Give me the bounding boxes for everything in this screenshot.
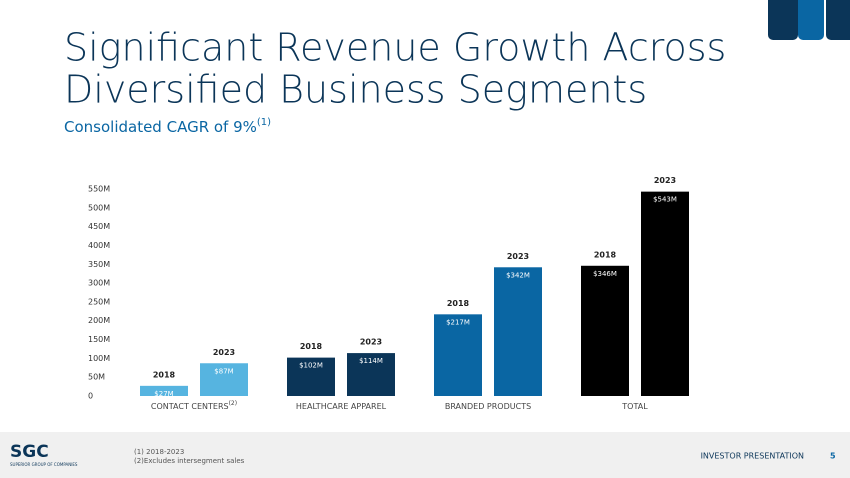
x-tick-label: CONTACT CENTERS(2) xyxy=(151,400,237,411)
x-tick-label: BRANDED PRODUCTS xyxy=(445,402,531,411)
y-tick-label: 250M xyxy=(88,297,110,306)
series-label: 2018 xyxy=(153,370,176,379)
y-tick-label: 550M xyxy=(88,185,110,194)
y-tick-label: 450M xyxy=(88,222,110,231)
category-name: BRANDED PRODUCTS xyxy=(445,402,531,411)
corner-decoration xyxy=(798,0,824,40)
bar xyxy=(494,267,542,396)
value-label: $342M xyxy=(506,271,530,279)
footnote: (2)Excludes intersegment sales xyxy=(134,457,245,465)
bar xyxy=(140,385,188,396)
value-label: $27M xyxy=(154,390,173,398)
series-label: 2023 xyxy=(213,348,235,357)
series-label: 2023 xyxy=(360,338,382,347)
x-tick-label: HEALTHCARE APPAREL xyxy=(296,402,387,411)
value-label: $346M xyxy=(593,270,617,278)
y-tick-label: 350M xyxy=(88,260,110,269)
category-name: TOTAL xyxy=(621,402,648,411)
logo: SGC xyxy=(10,442,49,462)
x-tick-label: TOTAL xyxy=(621,402,648,411)
title-line: Significant Revenue Growth Across xyxy=(64,26,726,70)
bar xyxy=(347,353,395,396)
series-label: 2018 xyxy=(300,342,323,351)
bar xyxy=(581,265,629,396)
series-label: 2018 xyxy=(447,299,470,308)
value-label: $102M xyxy=(299,362,323,370)
y-tick-label: 300M xyxy=(88,279,110,288)
footer-label: INVESTOR PRESENTATION xyxy=(701,452,804,461)
subtitle: Consolidated CAGR of 9%(1) xyxy=(64,117,271,136)
series-label: 2018 xyxy=(594,250,617,259)
value-label: $87M xyxy=(214,367,233,375)
corner-decoration xyxy=(768,0,798,40)
series-label: 2023 xyxy=(654,176,676,185)
subtitle-text: Consolidated CAGR of 9% xyxy=(64,118,257,136)
footnote: (1) 2018-2023 xyxy=(134,448,184,456)
bar xyxy=(287,357,335,396)
y-tick-label: 0 xyxy=(88,392,93,401)
y-tick-label: 200M xyxy=(88,316,110,325)
category-name: CONTACT CENTERS xyxy=(151,402,229,411)
series-label: 2023 xyxy=(507,252,529,261)
y-tick-label: 150M xyxy=(88,335,110,344)
page-number: 5 xyxy=(830,452,836,461)
y-tick-label: 50M xyxy=(88,373,105,382)
y-tick-label: 100M xyxy=(88,354,110,363)
bar xyxy=(200,363,248,396)
value-label: $114M xyxy=(359,357,383,365)
subtitle-note: (1) xyxy=(257,117,271,128)
value-label: $543M xyxy=(653,196,677,204)
bar xyxy=(434,314,482,396)
category-note: (2) xyxy=(229,400,238,407)
category-name: HEALTHCARE APPAREL xyxy=(296,402,387,411)
bar xyxy=(641,191,689,396)
corner-decoration xyxy=(826,0,850,40)
y-tick-label: 400M xyxy=(88,241,110,250)
title-line: Diversified Business Segments xyxy=(64,68,647,112)
logo-company: SUPERIOR GROUP OF COMPANIES xyxy=(10,462,78,467)
footer-band xyxy=(0,432,850,478)
y-tick-label: 500M xyxy=(88,203,110,212)
value-label: $217M xyxy=(446,318,470,326)
